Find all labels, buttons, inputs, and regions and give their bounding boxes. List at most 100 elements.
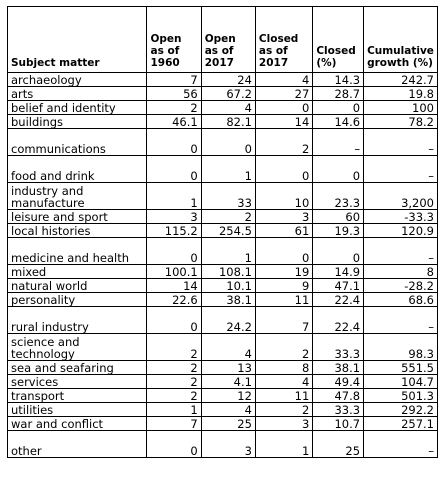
cell-open-2017: 0 (200, 128, 256, 156)
cell-closed-pct: 49.4 (312, 374, 365, 389)
cell-closed-2017: 2 (254, 128, 314, 156)
cell-subject: medicine and health (6, 237, 148, 265)
cell-cumulative-growth: -33.3 (363, 209, 438, 224)
cell-closed-2017: 2 (254, 333, 314, 361)
cell-closed-2017: 10 (254, 182, 314, 210)
col-header-closed-pct: Closed (%) (312, 6, 365, 73)
cell-open-2017: 25 (200, 416, 256, 431)
cell-subject: services (6, 374, 148, 389)
table-row: mixed 100.1 108.1 19 14.9 8 (6, 264, 438, 279)
cell-open-1960: 1 (146, 402, 202, 417)
cell-open-2017: 4 (200, 100, 256, 115)
cell-subject: science and technology (6, 333, 148, 361)
cell-open-1960: 1 (146, 182, 202, 210)
table-row: buildings 46.1 82.1 14 14.6 78.2 (6, 114, 438, 129)
table-row: medicine and health 0 1 0 0– (6, 237, 438, 265)
cell-subject: war and conflict (6, 416, 148, 431)
cell-cumulative-growth: – (363, 237, 438, 265)
cell-closed-pct: 38.1 (312, 360, 365, 375)
cell-subject: other (6, 430, 148, 458)
cell-open-1960: 0 (146, 155, 202, 183)
cell-open-1960: 56 (146, 86, 202, 101)
col-header-subject: Subject matter (6, 6, 148, 73)
cell-open-2017: 1 (200, 155, 256, 183)
cell-closed-2017: 0 (254, 237, 314, 265)
cell-open-2017: 38.1 (200, 292, 256, 307)
cell-open-1960: 100.1 (146, 264, 202, 279)
cell-subject: personality (6, 292, 148, 307)
cell-cumulative-growth: -28.2 (363, 278, 438, 293)
cell-closed-pct: 33.3 (312, 402, 365, 417)
table-row: archaeology 7 24 4 14.3 242.7 (6, 72, 438, 87)
table-row: science and technology 2 4 2 33.3 98.3 (6, 333, 438, 361)
col-header-cumulative-growth: Cumulative growth (%) (363, 6, 438, 73)
cell-subject: archaeology (6, 72, 148, 87)
cell-subject: belief and identity (6, 100, 148, 115)
table-row: arts 56 67.2 27 28.7 19.8 (6, 86, 438, 101)
cell-open-1960: 7 (146, 72, 202, 87)
header-row: Subject matter Open as of 1960 Open as o… (6, 6, 438, 73)
cell-closed-2017: 14 (254, 114, 314, 129)
cell-open-2017: 1 (200, 237, 256, 265)
cell-open-2017: 12 (200, 388, 256, 403)
table-body: archaeology 7 24 4 14.3 242.7 arts 56 67.2 27 28.7… (6, 72, 438, 458)
table-row: food and drink 0 1 0 0– (6, 155, 438, 183)
table-row: natural world 14 10.1 9 47.1 -28.2 (6, 278, 438, 293)
cell-open-1960: 7 (146, 416, 202, 431)
cell-closed-2017: 7 (254, 306, 314, 334)
cell-cumulative-growth: – (363, 430, 438, 458)
table-row: personality 22.6 38.1 11 22.4 68.6 (6, 292, 438, 307)
cell-cumulative-growth: 3,200 (363, 182, 438, 210)
cell-closed-2017: 0 (254, 155, 314, 183)
cell-closed-2017: 8 (254, 360, 314, 375)
cell-open-2017: 2 (200, 209, 256, 224)
cell-open-2017: 3 (200, 430, 256, 458)
cell-cumulative-growth: – (363, 306, 438, 334)
cell-open-1960: 3 (146, 209, 202, 224)
cell-cumulative-growth: 120.9 (363, 223, 438, 238)
museums-table: Subject matter Open as of 1960 Open as o… (6, 6, 438, 458)
cell-subject: local histories (6, 223, 148, 238)
cell-open-2017: 254.5 (200, 223, 256, 238)
museums-table-container: Subject matter Open as of 1960 Open as o… (6, 6, 438, 458)
cell-closed-2017: 11 (254, 388, 314, 403)
cell-open-2017: 4 (200, 402, 256, 417)
cell-subject: leisure and sport (6, 209, 148, 224)
cell-cumulative-growth: 501.3 (363, 388, 438, 403)
cell-open-1960: 0 (146, 237, 202, 265)
cell-closed-pct: – (312, 128, 365, 156)
cell-closed-2017: 61 (254, 223, 314, 238)
cell-closed-2017: 2 (254, 402, 314, 417)
cell-closed-2017: 27 (254, 86, 314, 101)
cell-closed-pct: 10.7 (312, 416, 365, 431)
cell-closed-pct: 0 (312, 100, 365, 115)
cell-cumulative-growth: – (363, 128, 438, 156)
cell-subject: buildings (6, 114, 148, 129)
cell-closed-pct: 14.3 (312, 72, 365, 87)
cell-cumulative-growth: 8 (363, 264, 438, 279)
cell-open-1960: 22.6 (146, 292, 202, 307)
cell-open-1960: 2 (146, 333, 202, 361)
cell-subject: transport (6, 388, 148, 403)
cell-open-1960: 2 (146, 388, 202, 403)
cell-subject: utilities (6, 402, 148, 417)
cell-open-2017: 4 (200, 333, 256, 361)
cell-open-2017: 10.1 (200, 278, 256, 293)
cell-open-2017: 33 (200, 182, 256, 210)
cell-open-1960: 115.2 (146, 223, 202, 238)
cell-open-1960: 0 (146, 430, 202, 458)
table-row: rural industry 0 24.2 7 22.4– (6, 306, 438, 334)
cell-open-2017: 24 (200, 72, 256, 87)
table-row: other 0 3 1 25– (6, 430, 438, 458)
cell-open-1960: 46.1 (146, 114, 202, 129)
cell-cumulative-growth: – (363, 155, 438, 183)
cell-subject: food and drink (6, 155, 148, 183)
cell-closed-pct: 14.6 (312, 114, 365, 129)
cell-cumulative-growth: 292.2 (363, 402, 438, 417)
cell-closed-2017: 4 (254, 72, 314, 87)
cell-closed-2017: 4 (254, 374, 314, 389)
cell-closed-2017: 3 (254, 209, 314, 224)
col-header-closed-2017: Closed as of 2017 (254, 6, 314, 73)
cell-cumulative-growth: 242.7 (363, 72, 438, 87)
cell-subject: natural world (6, 278, 148, 293)
